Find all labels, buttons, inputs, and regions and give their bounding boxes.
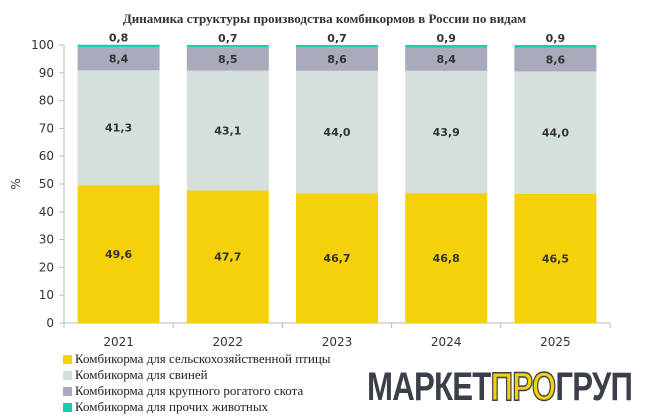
y-tick-label: 90: [39, 66, 54, 80]
bar-segment: [77, 46, 160, 71]
legend-item: Комбикорма для прочих животных: [63, 399, 331, 415]
bar-segment: [405, 70, 488, 193]
legend-label: Комбикорма для прочих животных: [75, 399, 269, 414]
x-tick-label: 2025: [540, 335, 571, 349]
legend-swatch: [63, 402, 72, 412]
data-label: 8,4: [436, 53, 456, 66]
data-label: 44,0: [542, 127, 569, 140]
data-label: 41,3: [105, 122, 132, 135]
legend-item: Комбикорма для сельскохозяйственной птиц…: [63, 351, 331, 367]
legend-swatch: [63, 354, 72, 364]
y-tick-label: 0: [46, 316, 54, 330]
legend-label: Комбикорма для сельскохозяйственной птиц…: [75, 351, 331, 366]
data-label: 46,7: [323, 252, 350, 265]
data-label: 46,5: [542, 252, 569, 265]
bar-segment: [296, 193, 378, 323]
y-axis-label: %: [9, 178, 23, 189]
bar-segment: [296, 46, 378, 71]
bar-segment: [514, 47, 597, 72]
bar-segment: [296, 70, 378, 194]
data-label: 47,7: [214, 251, 241, 264]
legend-item: Комбикорма для свиней: [63, 367, 331, 383]
data-label: 44,0: [323, 126, 350, 139]
bar-segment: [186, 190, 269, 323]
bar-segment: [405, 47, 488, 71]
bar-segment: [296, 45, 378, 47]
bar-segment: [77, 44, 160, 47]
data-label: 49,6: [105, 248, 132, 261]
x-tick-label: 2021: [103, 335, 134, 349]
bar-segment: [405, 45, 488, 48]
y-tick-label: 20: [39, 260, 54, 274]
data-label: 0,9: [546, 32, 566, 45]
y-tick-label: 100: [31, 38, 54, 52]
data-label: 0,7: [218, 32, 238, 45]
bar-segment: [186, 70, 269, 191]
data-label: 0,7: [327, 32, 347, 45]
chart-title: Динамика структуры производства комбикор…: [122, 11, 527, 26]
y-tick-label: 60: [39, 149, 54, 163]
data-label: 8,6: [327, 53, 347, 66]
y-tick-label: 30: [39, 233, 54, 247]
legend-label: Комбикорма для свиней: [75, 367, 208, 382]
y-tick-label: 70: [39, 121, 54, 135]
bar-segment: [514, 71, 597, 194]
y-tick-label: 50: [39, 177, 54, 191]
data-label: 43,9: [433, 126, 460, 139]
x-tick-label: 2023: [322, 335, 353, 349]
bar-segment: [186, 45, 269, 47]
x-tick-label: 2024: [431, 335, 462, 349]
data-label: 0,9: [436, 32, 456, 45]
data-label: 46,8: [433, 252, 460, 265]
x-tick-label: 2022: [213, 335, 244, 349]
data-label: 8,4: [109, 53, 129, 66]
y-tick-label: 80: [39, 94, 54, 108]
legend-swatch: [63, 370, 72, 380]
legend-label: Комбикорма для крупного рогатого скота: [75, 383, 304, 398]
data-label: 0,8: [109, 32, 129, 45]
legend-item: Комбикорма для крупного рогатого скота: [63, 383, 331, 399]
data-label: 43,1: [214, 124, 241, 137]
data-label: 8,6: [546, 53, 566, 66]
legend-swatch: [63, 386, 72, 396]
data-label: 8,5: [218, 53, 238, 66]
bar-segment: [514, 193, 597, 323]
legend: Комбикорма для сельскохозяйственной птиц…: [63, 351, 331, 415]
bar-segment: [514, 45, 597, 48]
y-tick-label: 40: [39, 205, 54, 219]
logo: МАРКЕТПРОГРУП: [367, 364, 633, 410]
y-tick-label: 10: [39, 288, 54, 302]
bar-segment: [186, 46, 269, 71]
bar-segment: [77, 70, 160, 186]
bar-segment: [77, 185, 160, 323]
bar-segment: [405, 192, 488, 323]
